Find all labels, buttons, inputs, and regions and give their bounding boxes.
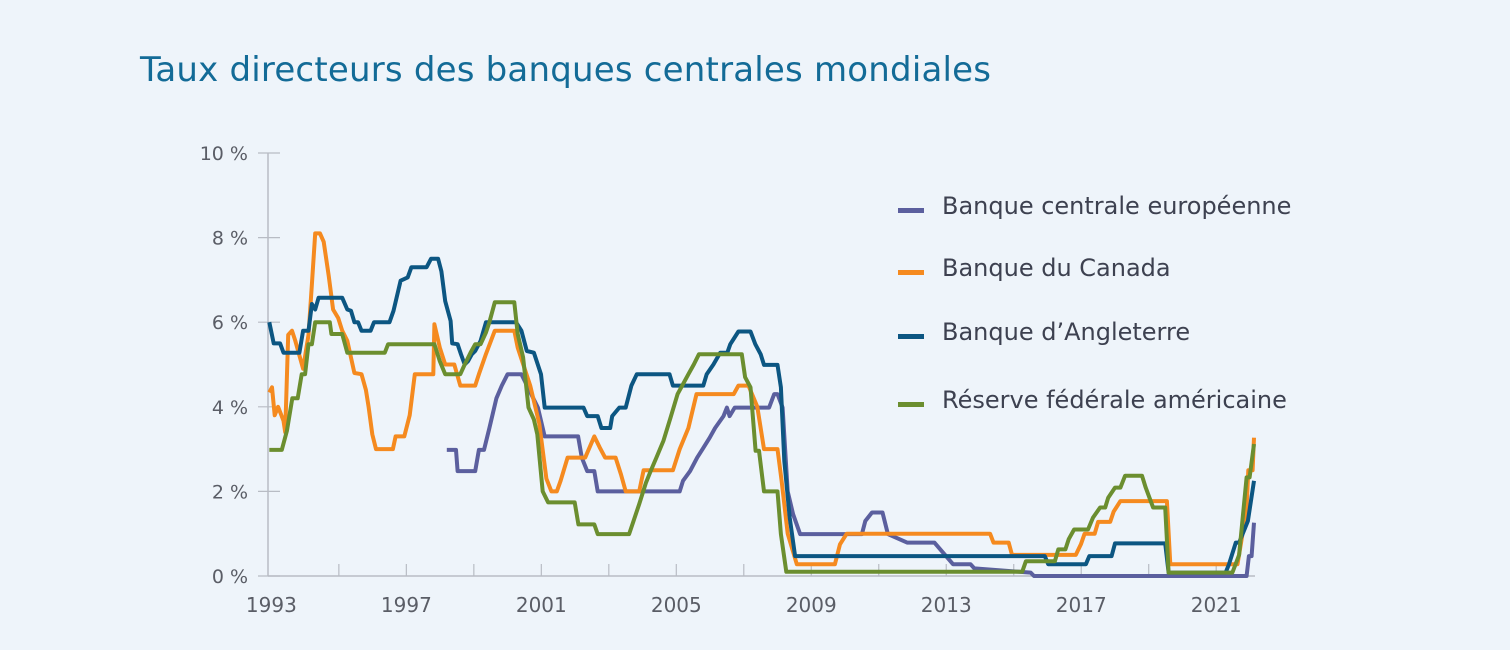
- y-tick-label: 6 %: [212, 312, 248, 334]
- x-tick-label: 2005: [651, 593, 702, 617]
- axes: 0 % 2 % 4 % 6 % 8 % 10 % 1993 1997 2001 2005 2009 2…: [200, 143, 1255, 617]
- x-tick-label: 2021: [1191, 593, 1242, 617]
- x-tick-label: 2009: [786, 593, 837, 617]
- legend-label: Réserve fédérale américaine: [942, 386, 1287, 414]
- x-tick-label: 2001: [516, 593, 567, 617]
- legend-swatch: [898, 208, 924, 213]
- x-tick-label: 1993: [246, 593, 297, 617]
- series-line-4: [269, 300, 1256, 575]
- chart-title: Taux directeurs des banques centrales mo…: [140, 50, 992, 90]
- series-lines: [267, 231, 1256, 578]
- y-tick-label: 4 %: [212, 397, 248, 419]
- legend-label: Banque du Canada: [942, 254, 1171, 282]
- y-tick-label: 0 %: [212, 566, 248, 588]
- legend-swatch: [898, 334, 924, 339]
- legend-swatch: [898, 270, 924, 275]
- series-line-1: [446, 372, 1256, 578]
- y-tick-label: 8 %: [212, 228, 248, 250]
- y-tick-label: 10 %: [200, 143, 248, 165]
- series-line-3: [267, 256, 1256, 575]
- x-tick-label: 1997: [381, 593, 432, 617]
- legend-swatch: [898, 402, 924, 407]
- legend-label: Banque centrale européenne: [942, 192, 1292, 220]
- legend-label: Banque d’Angleterre: [942, 318, 1191, 346]
- x-tick-label: 2017: [1056, 593, 1107, 617]
- x-tick-label: 2013: [921, 593, 972, 617]
- y-tick-label: 2 %: [212, 481, 248, 503]
